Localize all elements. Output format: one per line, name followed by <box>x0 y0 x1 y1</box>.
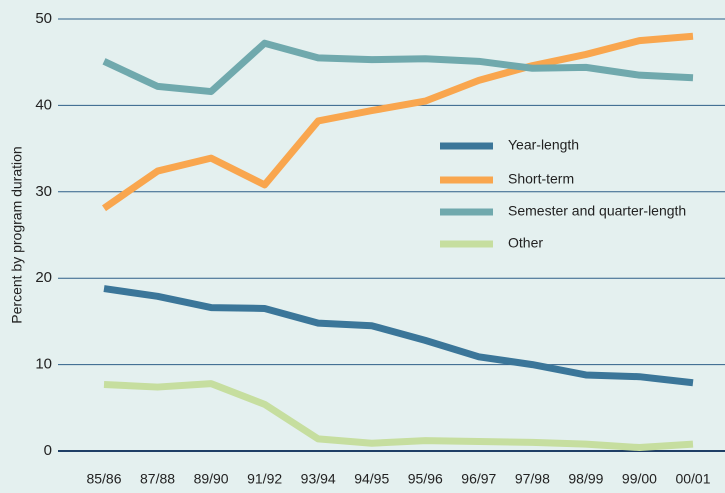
y-tick-label: 40 <box>35 96 52 113</box>
x-tick-label: 89/90 <box>194 471 229 487</box>
series-line <box>103 285 694 387</box>
x-tick-label: 91/92 <box>247 471 282 487</box>
legend-label: Year-length <box>508 137 579 153</box>
legend-label: Other <box>508 235 543 251</box>
y-tick-label: 30 <box>35 183 52 200</box>
x-tick-label: 85/86 <box>86 471 121 487</box>
x-tick-label: 99/00 <box>622 471 657 487</box>
y-tick-label: 20 <box>35 269 52 286</box>
series-line <box>102 32 694 212</box>
x-tick-label: 97/98 <box>515 471 550 487</box>
x-tick-label: 87/88 <box>140 471 175 487</box>
x-tick-label: 98/99 <box>568 471 603 487</box>
x-tick-label: 96/97 <box>461 471 496 487</box>
x-tick-label: 00/01 <box>675 471 710 487</box>
series-line <box>102 39 694 96</box>
y-axis-label: Percent by program duration <box>9 146 25 323</box>
y-tick-label: 10 <box>35 356 52 373</box>
y-tick-label: 50 <box>35 10 52 27</box>
legend-label: Semester and quarter-length <box>508 203 686 219</box>
x-tick-label: 94/95 <box>354 471 389 487</box>
x-tick-label: 95/96 <box>408 471 443 487</box>
legend-label: Short-term <box>508 171 574 187</box>
y-tick-label: 0 <box>44 442 52 459</box>
series-line <box>103 380 694 452</box>
x-tick-label: 93/94 <box>301 471 336 487</box>
